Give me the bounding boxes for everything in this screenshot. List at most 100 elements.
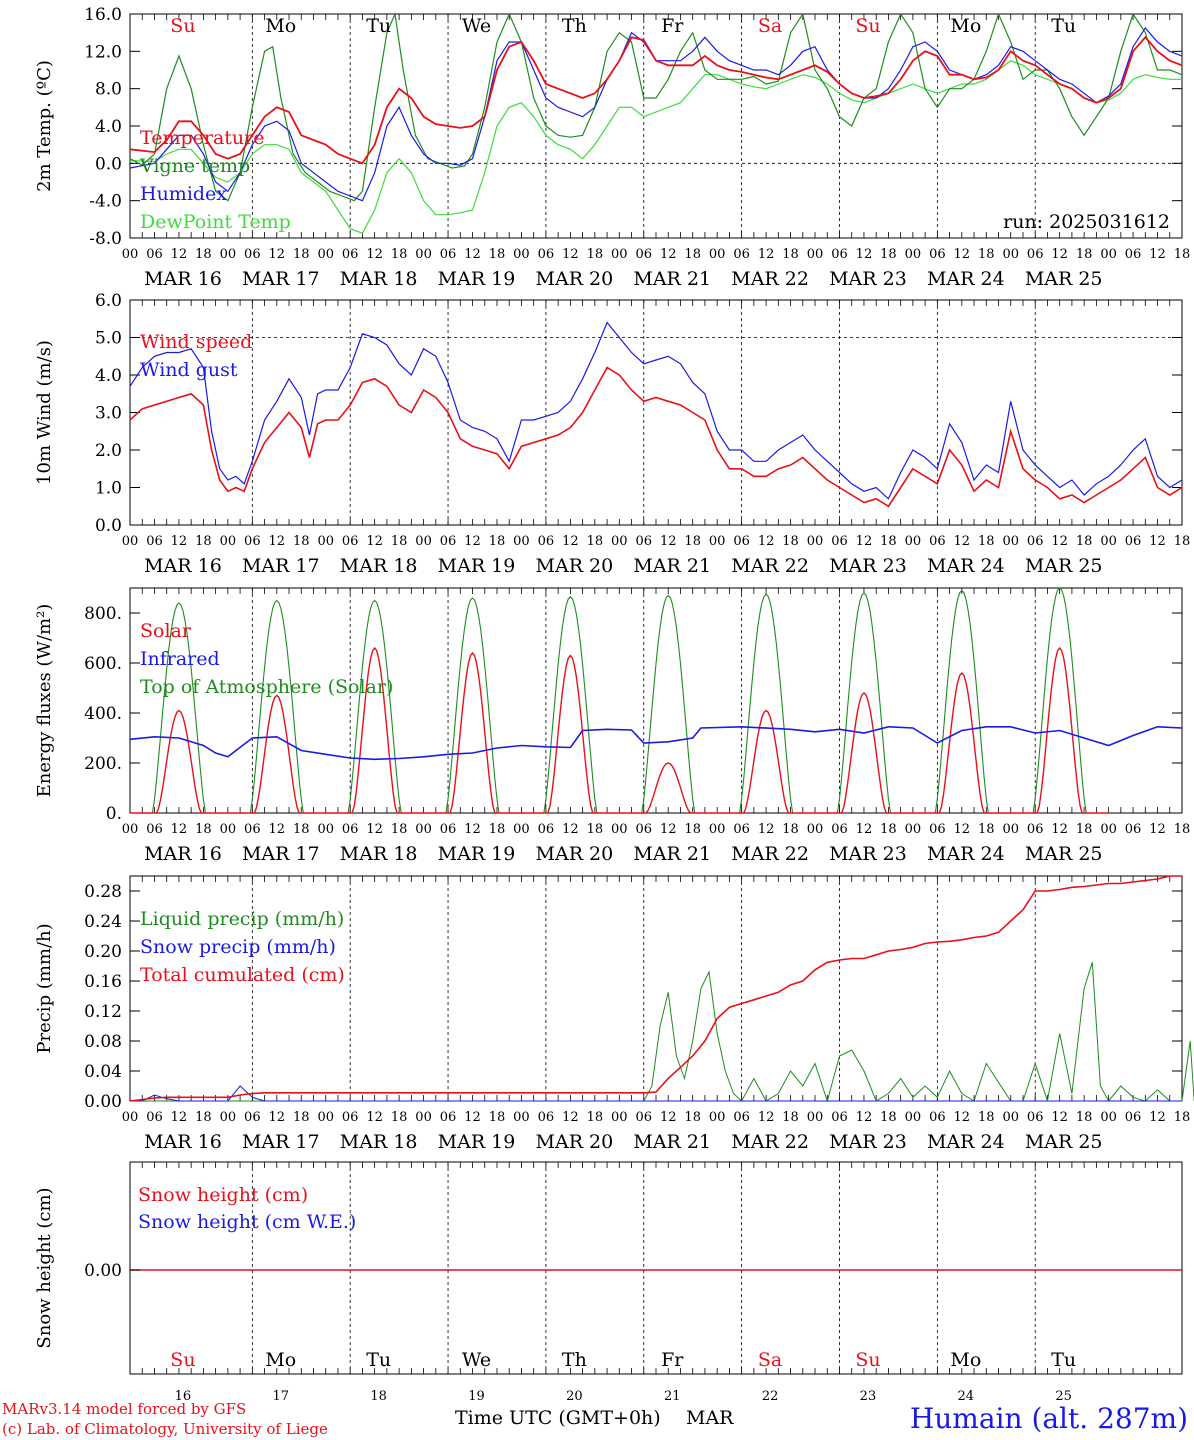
hour-tick-label: 18: [293, 534, 310, 549]
hour-tick-label: 12: [856, 247, 873, 262]
day-of-week-label: Tu: [1051, 1349, 1076, 1371]
y-tick-label: 5.0: [95, 329, 122, 349]
hour-tick-label: 00: [122, 534, 139, 549]
hour-tick-label: 00: [1002, 1110, 1019, 1125]
hour-tick-label: 12: [562, 247, 579, 262]
date-label: MAR 25: [1025, 843, 1103, 865]
day-number-label: 23: [860, 1389, 877, 1404]
hour-tick-label: 18: [195, 1110, 212, 1125]
hour-tick-label: 18: [1076, 247, 1093, 262]
hour-tick-label: 12: [954, 822, 971, 837]
legend-entry: Top of Atmosphere (Solar): [140, 676, 393, 698]
hour-tick-label: 06: [831, 1110, 848, 1125]
date-label: MAR 19: [438, 843, 516, 865]
hour-tick-label: 00: [220, 822, 237, 837]
hour-tick-label: 12: [171, 822, 188, 837]
hour-tick-label: 00: [1002, 247, 1019, 262]
day-number-label: 20: [566, 1389, 583, 1404]
y-tick-label: 8.0: [95, 80, 122, 100]
day-of-week-label: Su: [170, 15, 195, 37]
hour-tick-label: 18: [1076, 534, 1093, 549]
hour-tick-label: 06: [440, 247, 457, 262]
y-tick-label: 400.: [84, 704, 122, 724]
hour-tick-label: 00: [415, 1110, 432, 1125]
hour-tick-label: 12: [660, 247, 677, 262]
hour-tick-label: 06: [342, 247, 359, 262]
hour-tick-label: 06: [538, 1110, 555, 1125]
hour-tick-label: 06: [146, 534, 163, 549]
hour-tick-label: 12: [1149, 534, 1166, 549]
hour-tick-label: 12: [1051, 1110, 1068, 1125]
hour-tick-label: 12: [464, 534, 481, 549]
hour-tick-label: 12: [856, 822, 873, 837]
hour-tick-label: 12: [269, 1110, 286, 1125]
y-tick-label: 3.0: [95, 404, 122, 424]
hour-tick-label: 18: [978, 534, 995, 549]
wind-gust-line: [129, 321, 1183, 500]
station-title: Humain (alt. 287m): [910, 1402, 1188, 1435]
day-of-week-label: Su: [855, 1349, 880, 1371]
hour-tick-label: 18: [978, 247, 995, 262]
hour-tick-label: 06: [929, 247, 946, 262]
hour-tick-label: 12: [464, 822, 481, 837]
hour-tick-label: 00: [905, 1110, 922, 1125]
hour-tick-label: 00: [905, 534, 922, 549]
hour-tick-label: 12: [1149, 247, 1166, 262]
hour-tick-label: 00: [317, 1110, 334, 1125]
liquid-precip-line: [130, 962, 1194, 1103]
hour-tick-label: 06: [538, 247, 555, 262]
hour-tick-label: 06: [146, 247, 163, 262]
hour-tick-label: 18: [782, 534, 799, 549]
legend-entry: Wind gust: [140, 359, 238, 381]
hour-tick-label: 06: [635, 1110, 652, 1125]
series-line-2: [129, 27, 1183, 202]
y-axis-label: 10m Wind (m/s): [34, 340, 55, 485]
hour-tick-label: 18: [1174, 1110, 1191, 1125]
hour-tick-label: 00: [709, 247, 726, 262]
date-label: MAR 20: [536, 268, 614, 290]
hour-tick-label: 12: [954, 247, 971, 262]
y-tick-label: 6.0: [95, 291, 122, 311]
hour-tick-label: 00: [513, 1110, 530, 1125]
day-number-label: 22: [762, 1389, 779, 1404]
wind-speed-line: [129, 366, 1183, 508]
legend-entry: Vigne temp: [139, 155, 250, 177]
lab-credit: (c) Lab. of Climatology, University of L…: [2, 1420, 328, 1438]
hour-tick-label: 00: [220, 1110, 237, 1125]
hour-tick-label: 12: [1051, 247, 1068, 262]
date-label: MAR 19: [438, 555, 516, 577]
hour-tick-label: 00: [122, 247, 139, 262]
hour-tick-label: 18: [978, 1110, 995, 1125]
hour-tick-label: 00: [122, 822, 139, 837]
y-axis-label: Snow height (cm): [34, 1187, 55, 1348]
date-label: MAR 16: [144, 843, 222, 865]
date-label: MAR 18: [340, 1131, 418, 1153]
hour-tick-label: 12: [1051, 822, 1068, 837]
hour-tick-label: 12: [464, 247, 481, 262]
hour-tick-label: 06: [635, 822, 652, 837]
day-number-label: 16: [175, 1389, 192, 1404]
hour-tick-label: 00: [709, 822, 726, 837]
day-number-label: 24: [958, 1389, 975, 1404]
date-label: MAR 24: [927, 843, 1005, 865]
hour-tick-label: 18: [587, 534, 604, 549]
hour-tick-label: 06: [1027, 534, 1044, 549]
hour-tick-label: 12: [758, 534, 775, 549]
hour-tick-label: 06: [635, 534, 652, 549]
y-tick-label: -4.0: [89, 192, 122, 212]
day-number-label: 25: [1055, 1389, 1072, 1404]
hour-tick-label: 12: [1149, 822, 1166, 837]
hour-tick-label: 12: [758, 247, 775, 262]
y-tick-label: 0.00: [84, 1092, 122, 1112]
y-tick-label: -8.0: [89, 229, 122, 249]
date-label: MAR 21: [633, 268, 711, 290]
hour-tick-label: 12: [171, 534, 188, 549]
hour-tick-label: 12: [366, 534, 383, 549]
hour-tick-label: 00: [317, 247, 334, 262]
y-tick-label: 200.: [84, 754, 122, 774]
hour-tick-label: 06: [733, 822, 750, 837]
day-of-week-label: Mo: [950, 15, 981, 37]
hour-tick-label: 18: [391, 822, 408, 837]
hour-tick-label: 12: [660, 534, 677, 549]
